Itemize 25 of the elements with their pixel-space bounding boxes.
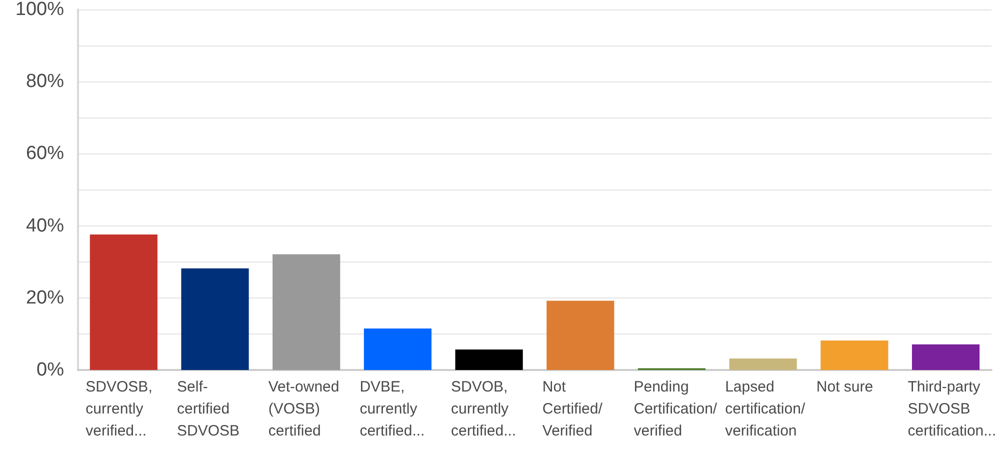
y-tick-label: 60%: [26, 143, 64, 164]
bar: [364, 328, 432, 370]
x-tick-label: Lapsed certification/verification: [725, 378, 806, 440]
x-tick-label: Vet-owned (VOSB) certified: [268, 378, 340, 440]
bar: [912, 344, 980, 370]
y-tick-label: 40%: [26, 215, 64, 236]
bar: [455, 349, 523, 370]
y-tick-label: 0%: [36, 360, 64, 380]
x-tick-label: DVBE, currently certified...: [360, 378, 425, 440]
y-tick-label: 20%: [26, 287, 64, 308]
x-tick-label: Self-certified SDVOSB: [177, 378, 240, 440]
x-tick-label: Pending Certification/verified: [634, 378, 718, 440]
bar: [181, 268, 249, 370]
x-tick-label: Third-party SDVOSB certification...: [908, 378, 996, 440]
x-tick-label: Not sure: [816, 378, 874, 396]
y-tick-label: 100%: [15, 0, 64, 20]
bar: [546, 300, 614, 370]
x-tick-label: SDVOB, currently certified...: [451, 378, 516, 440]
y-tick-label: 80%: [26, 71, 64, 92]
bar: [272, 254, 340, 370]
bar: [820, 340, 888, 370]
bar: [90, 234, 158, 370]
x-tick-label: SDVOSB, currently verified...: [86, 378, 152, 440]
bar: [729, 358, 797, 370]
x-tick-label: Not Certified/Verified: [542, 378, 604, 440]
